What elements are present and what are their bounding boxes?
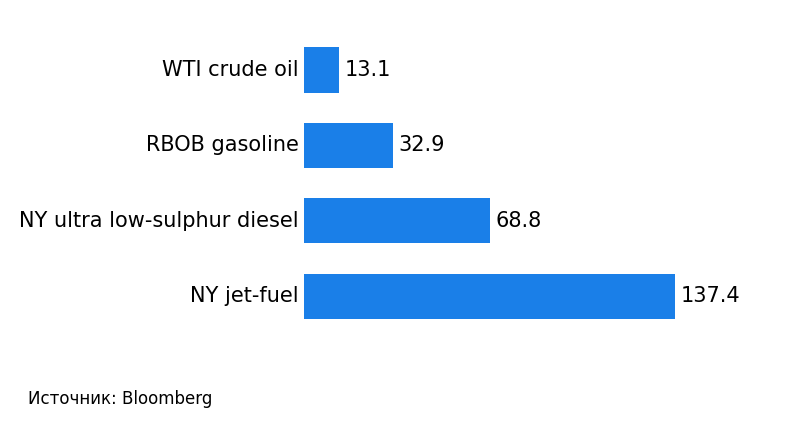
Text: NY ultra low-sulphur diesel: NY ultra low-sulphur diesel bbox=[19, 211, 298, 231]
Text: WTI crude oil: WTI crude oil bbox=[162, 60, 298, 80]
Text: NY jet-fuel: NY jet-fuel bbox=[190, 286, 298, 306]
Bar bbox=[304, 274, 675, 319]
Bar bbox=[304, 123, 393, 168]
Text: 68.8: 68.8 bbox=[495, 211, 542, 231]
Bar bbox=[304, 198, 490, 243]
Text: RBOB gasoline: RBOB gasoline bbox=[146, 136, 298, 155]
Text: 137.4: 137.4 bbox=[680, 286, 740, 306]
Text: 13.1: 13.1 bbox=[345, 60, 391, 80]
Bar bbox=[304, 48, 339, 93]
Text: Источник: Bloomberg: Источник: Bloomberg bbox=[28, 390, 212, 408]
Text: 32.9: 32.9 bbox=[398, 136, 445, 155]
